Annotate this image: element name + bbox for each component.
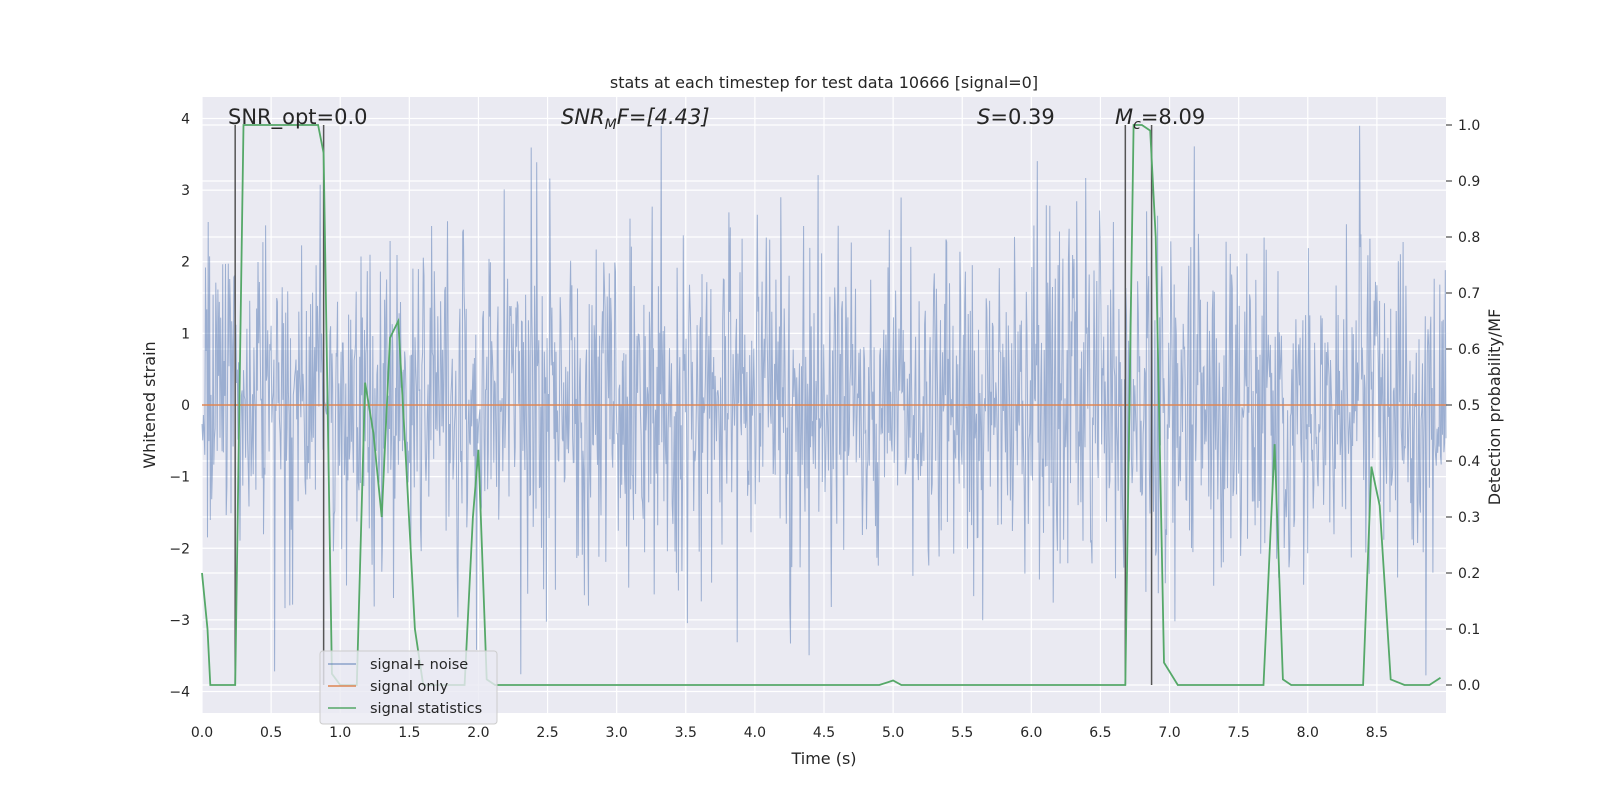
y2-tick-label-10: 1.0 [1458,118,1480,134]
x-tick-label-16: 8.0 [1297,725,1319,741]
x-tick-label-0: 0.0 [191,725,213,741]
x-tick-label-7: 3.5 [675,725,697,741]
y-tick-label-1: −3 [169,613,190,629]
y-tick-label-8: 4 [181,111,190,127]
x-tick-label-15: 7.5 [1228,725,1250,741]
x-tick-label-3: 1.5 [398,725,420,741]
legend-label-signal-statistics: signal statistics [370,701,482,717]
annotation-snr-mf: SNRMF=[4.43] [561,105,710,133]
chart-title: stats at each timestep for test data 106… [610,73,1038,92]
x-tick-label-9: 4.5 [813,725,835,741]
y-tick-label-6: 2 [181,255,190,271]
legend-box [319,650,498,725]
x-tick-label-11: 5.5 [951,725,973,741]
x-tick-label-14: 7.0 [1158,725,1180,741]
annotation-mc-main: M [1115,105,1133,129]
annotation-mc: Mc=8.09 [1115,105,1205,133]
annotation-snr-opt: SNR_opt=0.0 [228,105,368,130]
y2-tick-label-0: 0.0 [1458,678,1480,694]
annotation-snr-mf-rest: F=[4.43] [617,105,710,129]
legend: signal+ noise signal only signal statist… [319,650,498,725]
annotation-mc-value: =8.09 [1141,105,1205,129]
x-tick-label-10: 5.0 [882,725,904,741]
signal-noise-line [201,125,1447,676]
y2-axis-label: Detection probability/MF [1485,309,1504,506]
annotation-snr-mf-main: SNR [561,105,605,129]
annotation-s-value: =0.39 [990,105,1054,129]
y-tick-label-3: −1 [169,470,190,486]
y2-tick-label-1: 0.1 [1458,622,1480,638]
legend-label-signal-noise: signal+ noise [370,657,468,673]
annotation-s: S=0.39 [977,105,1055,129]
y2-tick-label-2: 0.2 [1458,566,1480,582]
legend-label-signal-only: signal only [370,679,449,695]
x-tick-label-5: 2.5 [536,725,558,741]
y2-tick-label-7: 0.7 [1458,286,1480,302]
y2-tick-label-3: 0.3 [1458,510,1480,526]
y-tick-label-7: 3 [181,183,190,199]
y2-tick-label-5: 0.5 [1458,398,1480,414]
y2-tick-label-6: 0.6 [1458,342,1480,358]
x-tick-label-2: 1.0 [329,725,351,741]
x-tick-label-1: 0.5 [260,725,282,741]
y-tick-label-5: 1 [181,326,190,342]
vertical-markers [234,125,1153,685]
annotation-s-label: S [977,105,990,129]
y-axis-ticks: −4 −3 −2 −1 0 1 2 3 4 [169,111,190,700]
x-axis-label: Time (s) [790,749,856,768]
y2-tick-label-8: 0.8 [1458,230,1480,246]
x-axis-ticks: 0.0 0.5 1.0 1.5 2.0 2.5 3.0 3.5 4.0 4.5 5.0 5.5 6.0 6… [191,725,1388,741]
y-tick-label-2: −2 [169,541,190,557]
y2-axis-ticks: 0.0 0.1 0.2 0.3 0.4 0.5 0.6 0.7 0.8 0.9 1.0 [1446,118,1480,694]
series-signal-noise [201,125,1447,676]
series-signal-statistics [201,124,1441,686]
annotation-snr-mf-sub: M [605,117,617,133]
x-tick-label-13: 6.5 [1089,725,1111,741]
x-tick-label-4: 2.0 [467,725,489,741]
x-tick-label-8: 4.0 [744,725,766,741]
y-tick-label-4: 0 [181,398,190,414]
y2-tick-label-9: 0.9 [1458,174,1480,190]
annotation-mc-sub: c [1133,117,1141,133]
x-tick-label-17: 8.5 [1366,725,1388,741]
y2-tick-label-4: 0.4 [1458,454,1480,470]
y-axis-label: Whitened strain [140,341,159,468]
x-tick-label-12: 6.0 [1020,725,1042,741]
x-tick-label-6: 3.0 [606,725,628,741]
y-tick-label-0: −4 [169,685,190,701]
signal-statistics-line [201,124,1441,686]
